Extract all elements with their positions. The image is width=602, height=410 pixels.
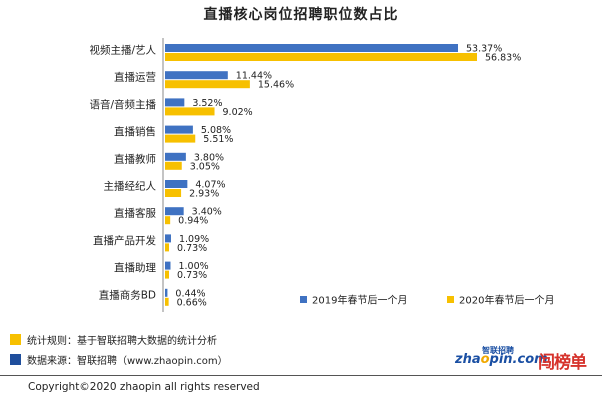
zhaopin-logo: zhaopin.com (455, 352, 548, 367)
bar-2 (165, 80, 250, 89)
footer-source-row: 数据来源：智联招聘（www.zhaopin.com） (10, 352, 228, 367)
zhaopin-logo-text: 智联招聘 (482, 346, 514, 355)
data-label: 2.93% (189, 189, 219, 200)
data-label: 1.09% (179, 234, 209, 245)
bar-1 (165, 261, 171, 270)
data-label: 3.40% (192, 207, 222, 218)
data-label: 4.07% (195, 180, 225, 191)
data-label: 53.37% (466, 44, 502, 55)
legend-label: 2020年春节后一个月 (459, 294, 554, 307)
blue-square-icon (10, 354, 21, 365)
data-label: 5.51% (203, 134, 233, 145)
bar-1 (165, 71, 228, 80)
bar-2 (165, 107, 215, 116)
category-label: 主播经纪人 (104, 180, 157, 193)
data-label: 11.44% (236, 71, 272, 82)
bar-2 (165, 243, 170, 252)
legend-label: 2019年春节后一个月 (312, 294, 407, 307)
bar-1 (165, 288, 168, 297)
data-label: 0.44% (175, 288, 205, 299)
bar-chart: 视频主播/艺人 53.37%56.83% 直播运营 11.44%15.46% 语音/音频… (89, 38, 554, 312)
category-label: 视频主播/艺人 (89, 44, 156, 57)
bar-1 (165, 125, 193, 134)
bar-2 (165, 216, 171, 225)
chart-title: 直播核心岗位招聘职位数占比 (203, 7, 399, 23)
data-label: 3.52% (192, 98, 222, 109)
category-label: 直播助理 (114, 261, 156, 274)
bar-2 (165, 189, 182, 197)
data-label: 3.05% (190, 161, 220, 172)
data-label: 0.66% (177, 297, 207, 308)
bar-1 (165, 180, 188, 188)
bar-2 (165, 270, 170, 279)
data-label: 0.73% (177, 270, 207, 281)
data-label: 1.00% (178, 261, 208, 272)
category-label: 直播产品开发 (93, 234, 156, 247)
data-label: 5.08% (201, 125, 231, 136)
data-label: 15.46% (258, 80, 294, 91)
bar-2 (165, 53, 477, 61)
legend-swatch-1 (300, 296, 307, 303)
bar-1 (165, 98, 185, 107)
data-label: 0.94% (178, 216, 208, 227)
footer-rule-row: 统计规则：基于智联招聘大数据的统计分析 (10, 332, 217, 347)
yellow-square-icon (10, 334, 21, 345)
category-label: 语音/音频主播 (89, 98, 156, 111)
data-label: 9.02% (223, 107, 253, 118)
category-label: 直播商务BD (99, 288, 156, 301)
legend-swatch-2 (447, 296, 454, 303)
bar-2 (165, 297, 169, 306)
brand-logo: 闯榜单 (538, 353, 587, 373)
copyright: Copyright©2020 zhaopin all rights reserv… (28, 381, 260, 393)
category-label: 直播客服 (114, 207, 156, 220)
bar-1 (165, 234, 171, 243)
category-label: 直播运营 (114, 71, 156, 84)
data-label: 56.83% (485, 53, 521, 64)
bar-1 (165, 152, 186, 161)
bar-2 (165, 161, 182, 170)
data-label: 0.73% (177, 243, 207, 254)
footer-source: 数据来源：智联招聘（www.zhaopin.com） (27, 356, 228, 367)
data-label: 3.80% (194, 152, 224, 163)
category-label: 直播教师 (114, 152, 156, 165)
footer-rule: 统计规则：基于智联招聘大数据的统计分析 (27, 336, 217, 347)
bar-1 (165, 207, 184, 216)
bar-1 (165, 44, 459, 52)
category-label: 直播销售 (114, 125, 156, 138)
bar-2 (165, 134, 196, 143)
footer-divider (0, 375, 602, 376)
